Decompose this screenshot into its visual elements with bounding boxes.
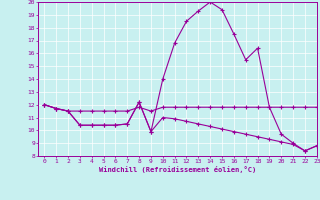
X-axis label: Windchill (Refroidissement éolien,°C): Windchill (Refroidissement éolien,°C) (99, 166, 256, 173)
